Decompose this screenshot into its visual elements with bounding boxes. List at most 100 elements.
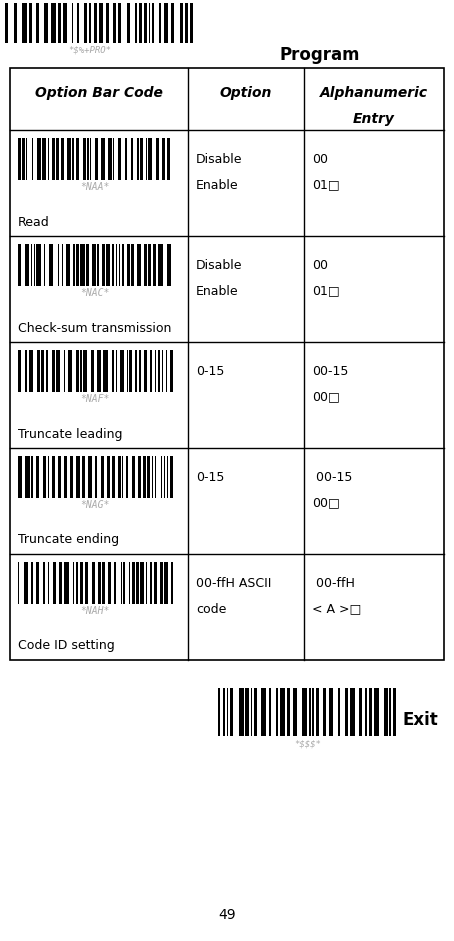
Text: Program: Program	[280, 46, 360, 64]
Bar	[167, 138, 170, 180]
Text: 0-15: 0-15	[196, 471, 224, 485]
Bar	[121, 562, 122, 604]
Bar	[37, 350, 39, 392]
Bar	[73, 244, 75, 286]
Bar	[152, 3, 154, 43]
Bar	[359, 688, 362, 736]
Bar	[170, 350, 173, 392]
Bar	[14, 3, 17, 43]
Bar	[162, 350, 163, 392]
Bar	[158, 350, 160, 392]
Bar	[10, 68, 444, 660]
Bar	[48, 138, 49, 180]
Bar	[44, 244, 45, 286]
Bar	[116, 350, 117, 392]
Bar	[41, 350, 44, 392]
Bar	[18, 350, 21, 392]
Text: Alphanumeric: Alphanumeric	[320, 86, 428, 100]
Bar	[384, 688, 388, 736]
Bar	[122, 456, 123, 498]
Text: Disable: Disable	[196, 153, 242, 167]
Bar	[88, 456, 92, 498]
Bar	[365, 688, 367, 736]
Bar	[118, 3, 121, 43]
Bar	[98, 244, 99, 286]
Bar	[302, 688, 307, 736]
Bar	[185, 3, 188, 43]
Bar	[159, 3, 161, 43]
Bar	[25, 244, 30, 286]
Bar	[118, 244, 120, 286]
Bar	[218, 688, 220, 736]
Text: 00: 00	[312, 259, 328, 272]
Bar	[158, 244, 163, 286]
Text: Enable: Enable	[196, 179, 239, 192]
Bar	[309, 688, 311, 736]
Text: *NAA*: *NAA*	[80, 182, 110, 192]
Bar	[135, 350, 138, 392]
Bar	[143, 3, 147, 43]
Bar	[43, 456, 46, 498]
Text: Read: Read	[18, 215, 50, 229]
Bar	[76, 562, 79, 604]
Bar	[104, 350, 108, 392]
Bar	[63, 3, 67, 43]
Bar	[22, 3, 27, 43]
Bar	[76, 350, 79, 392]
Bar	[49, 244, 54, 286]
Bar	[254, 688, 257, 736]
Bar	[80, 244, 84, 286]
Bar	[180, 3, 183, 43]
Bar	[48, 456, 49, 498]
Bar	[56, 138, 59, 180]
Text: 00□: 00□	[312, 497, 340, 510]
Text: Exit: Exit	[402, 711, 438, 729]
Bar	[374, 688, 379, 736]
Bar	[171, 562, 173, 604]
Bar	[161, 456, 162, 498]
Bar	[51, 3, 56, 43]
Bar	[64, 350, 65, 392]
Bar	[80, 350, 82, 392]
Bar	[80, 562, 83, 604]
Bar	[84, 3, 87, 43]
Bar	[36, 244, 41, 286]
Bar	[93, 562, 95, 604]
Bar	[112, 244, 114, 286]
Bar	[97, 350, 101, 392]
Text: 00□: 00□	[312, 391, 340, 404]
Bar	[52, 350, 54, 392]
Bar	[73, 562, 74, 604]
Bar	[150, 562, 152, 604]
Text: Check-sum transmission: Check-sum transmission	[18, 322, 171, 334]
Bar	[25, 456, 30, 498]
Bar	[293, 688, 297, 736]
Bar	[29, 350, 33, 392]
Text: *NAH*: *NAH*	[80, 606, 110, 616]
Bar	[86, 244, 89, 286]
Bar	[153, 244, 156, 286]
Bar	[58, 244, 59, 286]
Bar	[127, 350, 128, 392]
Bar	[163, 456, 165, 498]
Bar	[101, 456, 104, 498]
Bar	[137, 244, 141, 286]
Bar	[116, 244, 117, 286]
Bar	[95, 138, 98, 180]
Bar	[18, 244, 21, 286]
Bar	[246, 688, 249, 736]
Bar	[31, 562, 34, 604]
Bar	[31, 244, 32, 286]
Bar	[190, 3, 193, 43]
Bar	[227, 688, 228, 736]
Bar	[5, 3, 9, 43]
Bar	[350, 688, 355, 736]
Bar	[99, 3, 103, 43]
Bar	[144, 350, 147, 392]
Text: Entry: Entry	[353, 112, 395, 126]
Bar	[155, 350, 156, 392]
Bar	[155, 456, 156, 498]
Bar	[160, 562, 163, 604]
Bar	[98, 562, 101, 604]
Bar	[64, 456, 67, 498]
